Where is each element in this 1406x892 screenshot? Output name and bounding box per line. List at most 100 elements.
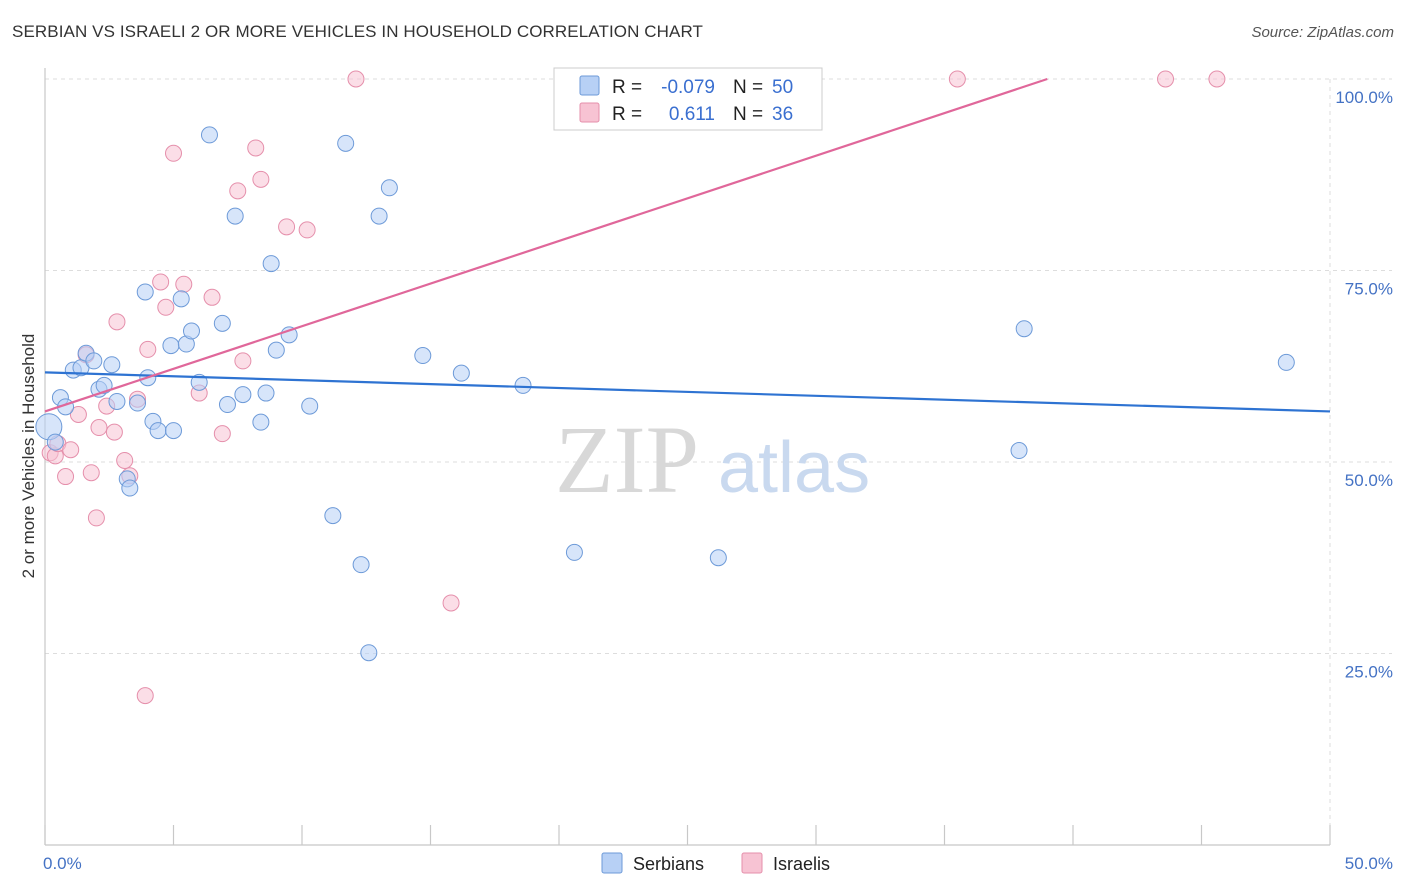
serbians-point-15 <box>136 283 154 301</box>
serbians-point-42 <box>414 347 432 365</box>
israelis-point-19 <box>157 298 175 316</box>
serbians-point-30 <box>252 413 270 431</box>
legend: R = -0.079 N = 50 R = 0.611 N = 36 <box>553 67 823 131</box>
y-tick-label-1: 75.0% <box>1345 280 1393 299</box>
watermark-zip: ZIP <box>555 406 699 513</box>
israelis-point-5 <box>69 406 87 424</box>
serbians-point-45 <box>565 543 583 561</box>
chart-title: SERBIAN VS ISRAELI 2 OR MORE VEHICLES IN… <box>12 22 704 41</box>
serbians-point-10 <box>103 356 121 374</box>
serbians-point-33 <box>267 341 285 359</box>
israelis-point-13 <box>116 451 134 469</box>
legend-swatch-israelis <box>579 102 600 123</box>
israelis-point-7 <box>82 464 100 482</box>
bottom-legend-swatch-serbians <box>601 852 623 874</box>
israelis-point-24 <box>213 425 231 443</box>
serbians-trend-line <box>44 371 1331 413</box>
israelis-point-33 <box>948 70 966 88</box>
trend-lines <box>44 77 1331 413</box>
x-tick-label-min: 0.0% <box>43 854 82 873</box>
serbians-point-35 <box>301 397 319 415</box>
bottom-legend: Serbians Israelis <box>601 852 830 874</box>
serbians-point-1 <box>46 433 64 451</box>
legend-n-value-serbians: 50 <box>772 77 793 98</box>
serbians-point-7 <box>85 352 103 370</box>
serbians-point-14 <box>129 394 147 412</box>
serbians-point-43 <box>452 364 470 382</box>
bottom-legend-label-israelis: Israelis <box>773 854 830 874</box>
israelis-point-28 <box>252 170 270 188</box>
israelis-point-35 <box>1208 70 1226 88</box>
chart-source: Source: ZipAtlas.com <box>1251 24 1394 41</box>
israelis-point-9 <box>90 419 108 437</box>
serbians-point-47 <box>1010 442 1028 460</box>
israelis-point-25 <box>229 182 247 200</box>
israelis-point-31 <box>347 70 365 88</box>
y-tick-label-3: 25.0% <box>1345 663 1393 682</box>
serbians-point-26 <box>213 314 231 332</box>
legend-n-value-israelis: 36 <box>772 104 793 125</box>
israelis-point-17 <box>139 340 157 358</box>
y-tick-label-2: 50.0% <box>1345 471 1393 490</box>
israelis-point-29 <box>278 218 296 236</box>
serbians-point-41 <box>380 179 398 197</box>
serbians-point-49 <box>1277 353 1295 371</box>
israelis-point-23 <box>203 288 221 306</box>
israelis-point-27 <box>247 139 265 157</box>
serbians-point-24 <box>190 373 208 391</box>
serbians-point-11 <box>108 392 126 410</box>
serbians-point-23 <box>182 322 200 340</box>
serbians-point-38 <box>352 556 370 574</box>
serbians-point-44 <box>514 376 532 394</box>
serbians-point-31 <box>257 384 275 402</box>
legend-n-label-israelis: N = <box>733 104 763 125</box>
x-tick-label-max: 50.0% <box>1345 854 1393 873</box>
watermark: ZIP atlas <box>555 406 870 513</box>
serbians-point-25 <box>200 126 218 144</box>
serbians-point-39 <box>360 644 378 662</box>
legend-n-label-serbians: N = <box>733 77 763 98</box>
israelis-point-26 <box>234 352 252 370</box>
israelis-point-12 <box>108 313 126 331</box>
serbians-point-29 <box>234 386 252 404</box>
israelis-point-30 <box>298 221 316 239</box>
serbians-point-36 <box>324 507 342 525</box>
israelis-point-34 <box>1157 70 1175 88</box>
serbians-point-18 <box>149 422 167 440</box>
bottom-legend-swatch-israelis <box>741 852 763 874</box>
serbians-point-32 <box>262 255 280 273</box>
serbians-point-40 <box>370 207 388 225</box>
serbians-point-46 <box>709 549 727 567</box>
legend-swatch-serbians <box>579 75 600 96</box>
israelis-point-21 <box>175 275 193 293</box>
y-axis-label: 2 or more Vehicles in Household <box>19 334 38 579</box>
israelis-trend-line <box>44 77 1048 413</box>
bottom-legend-label-serbians: Serbians <box>633 854 704 874</box>
serbians-point-20 <box>165 422 182 440</box>
legend-r-label-israelis: R = <box>612 104 642 125</box>
serbians-point-13 <box>121 479 139 497</box>
serbians-point-37 <box>337 134 355 152</box>
tick-labels: 100.0% 75.0% 50.0% 25.0% 0.0% 50.0% <box>43 88 1393 873</box>
israelis-point-16 <box>136 687 154 705</box>
israelis-point-11 <box>105 423 123 441</box>
legend-r-label-serbians: R = <box>612 77 642 98</box>
israelis-point-3 <box>57 468 75 486</box>
israelis-point-8 <box>87 509 105 527</box>
series-serbians-points <box>35 126 1295 662</box>
serbians-point-21 <box>172 290 190 308</box>
series-israelis-points <box>41 70 1226 705</box>
watermark-atlas: atlas <box>718 428 870 508</box>
israelis-point-32 <box>442 594 460 612</box>
serbians-point-28 <box>226 207 244 225</box>
legend-r-value-israelis: 0.611 <box>669 104 715 125</box>
y-tick-label-0: 100.0% <box>1335 88 1393 107</box>
serbians-point-27 <box>218 396 236 414</box>
legend-r-value-serbians: -0.079 <box>661 77 715 98</box>
serbians-point-19 <box>162 337 180 355</box>
serbians-point-48 <box>1015 320 1033 338</box>
israelis-point-18 <box>152 273 170 291</box>
israelis-point-20 <box>165 144 182 162</box>
israelis-point-4 <box>62 441 80 459</box>
